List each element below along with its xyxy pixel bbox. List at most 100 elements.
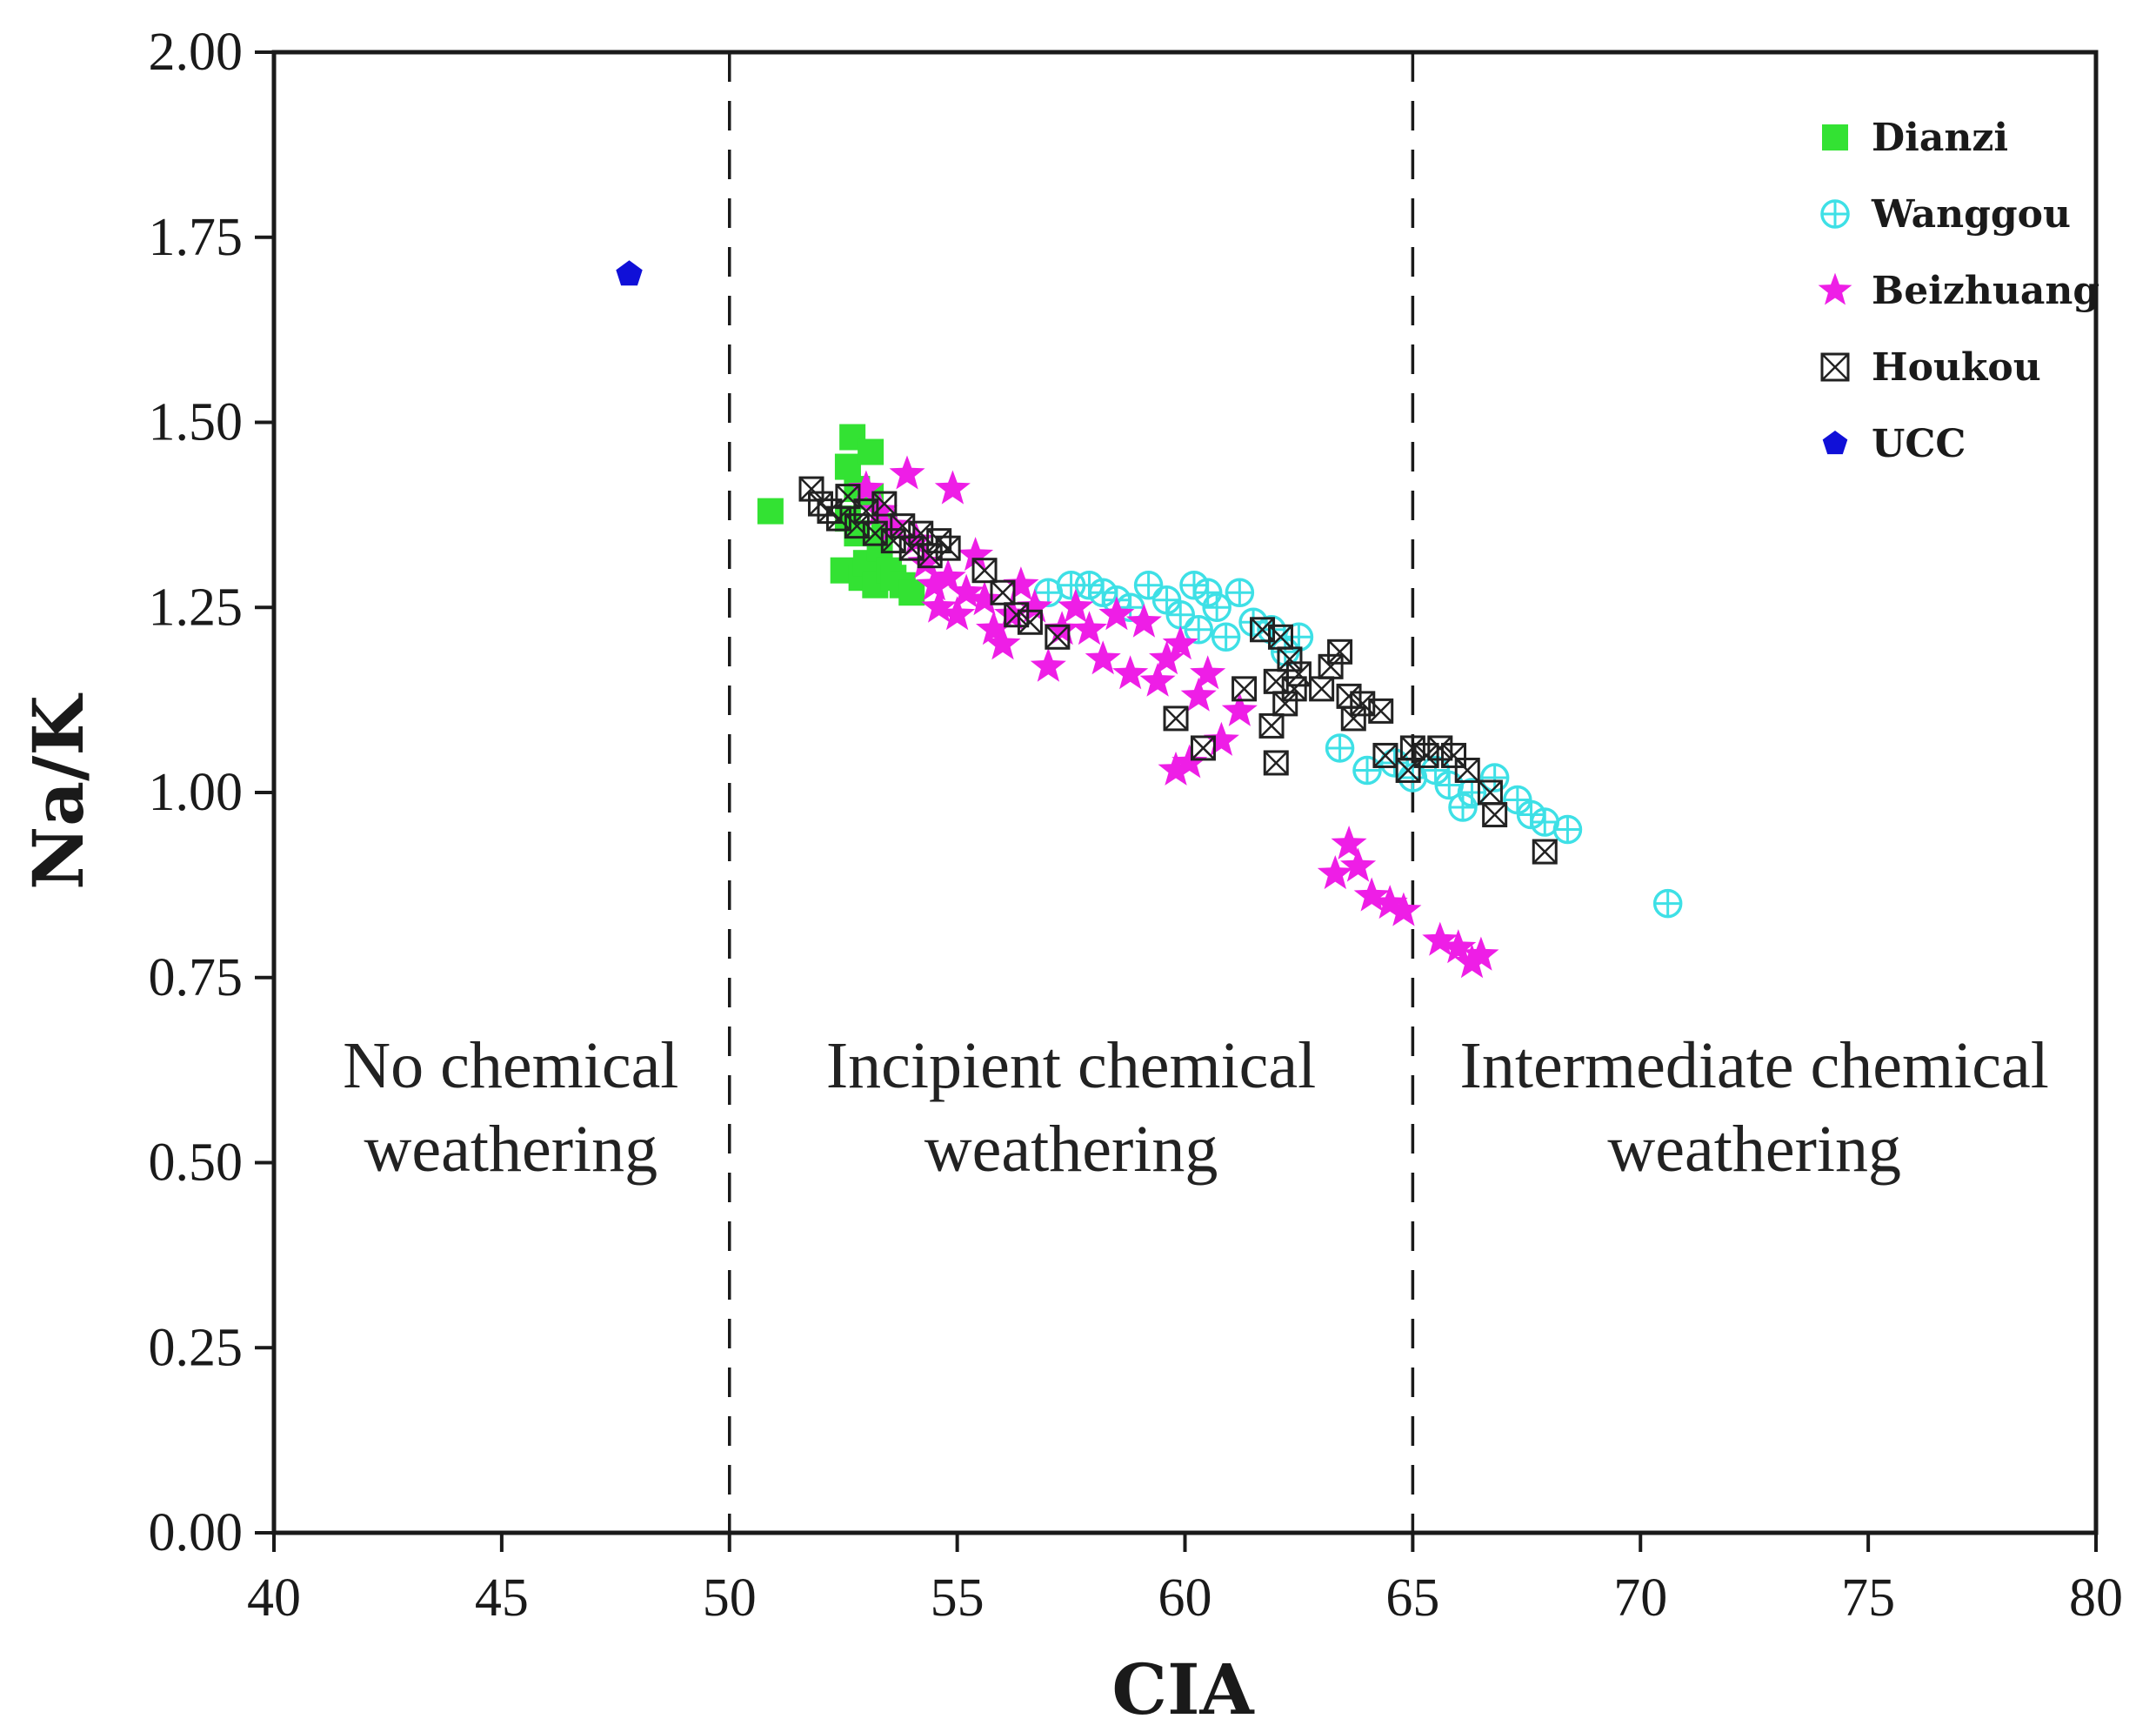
point-houkou — [1004, 602, 1030, 628]
zone-label-text: weathering — [924, 1113, 1218, 1186]
point-beizhuang — [966, 581, 1003, 616]
point-beizhuang — [1221, 692, 1258, 726]
legend-marker-ucc — [1822, 431, 1848, 455]
y-tick-label: 0.25 — [149, 1318, 244, 1377]
zone-label-text: Intermediate chemical — [1460, 1029, 2049, 1102]
point-houkou — [1454, 757, 1480, 783]
point-beizhuang — [1098, 596, 1135, 631]
point-beizhuang — [1071, 611, 1108, 645]
point-wanggou — [1652, 888, 1683, 919]
point-beizhuang — [1331, 826, 1367, 859]
point-beizhuang — [1385, 892, 1422, 926]
point-dianzi — [898, 579, 925, 606]
y-axis-title: Na/K — [17, 693, 99, 890]
point-ucc — [616, 260, 643, 286]
point-beizhuang — [1463, 936, 1499, 971]
point-houkou — [1309, 676, 1335, 702]
point-beizhuang — [1372, 885, 1408, 919]
point-houkou — [1277, 646, 1303, 672]
point-beizhuang — [1085, 640, 1121, 675]
legend-entry-beizhuang: Beizhuang — [1818, 269, 2099, 313]
legend-entry-ucc: UCC — [1822, 422, 1966, 466]
legend-entry-houkou: Houkou — [1820, 345, 2041, 390]
point-beizhuang — [1058, 588, 1094, 623]
point-wanggou — [1202, 592, 1232, 622]
point-houkou — [1258, 712, 1285, 739]
point-beizhuang — [875, 507, 911, 542]
legend-label-dianzi: Dianzi — [1872, 116, 2008, 160]
y-tick-label: 1.50 — [149, 393, 244, 452]
point-houkou — [935, 535, 961, 561]
point-beizhuang — [1017, 588, 1053, 623]
legend-label-beizhuang: Beizhuang — [1872, 269, 2099, 313]
data-points — [616, 260, 1683, 979]
point-dianzi — [858, 438, 884, 465]
x-tick-label: 45 — [475, 1568, 529, 1628]
point-beizhuang — [1112, 655, 1149, 690]
point-houkou — [1017, 609, 1043, 635]
point-houkou — [1413, 742, 1439, 768]
point-houkou — [1190, 735, 1216, 761]
point-beizhuang — [1139, 662, 1176, 697]
point-beizhuang — [848, 470, 884, 505]
x-tick-label: 75 — [1841, 1568, 1895, 1628]
point-beizhuang — [1203, 721, 1239, 756]
point-houkou — [1427, 735, 1453, 761]
x-tick-label: 50 — [703, 1568, 757, 1628]
point-houkou — [871, 491, 898, 517]
legend-label-houkou: Houkou — [1872, 345, 2041, 390]
point-wanggou — [1552, 814, 1583, 845]
point-beizhuang — [1353, 877, 1390, 912]
point-houkou — [1327, 639, 1353, 665]
y-tick-label: 2.00 — [149, 23, 244, 82]
y-tick-label: 1.75 — [149, 208, 244, 267]
point-beizhuang — [1453, 944, 1490, 979]
point-beizhuang — [916, 566, 952, 601]
point-dianzi — [866, 535, 893, 562]
point-houkou — [1532, 839, 1558, 865]
point-beizhuang — [993, 596, 1030, 631]
point-wanggou — [1420, 755, 1451, 786]
point-beizhuang — [1440, 929, 1477, 964]
point-wanggou — [1225, 578, 1255, 607]
point-beizhuang — [1422, 921, 1458, 956]
point-houkou — [1399, 735, 1425, 761]
zone-label-text: weathering — [1607, 1113, 1901, 1186]
y-tick-label: 1.25 — [149, 578, 244, 637]
x-tick-label: 55 — [931, 1568, 985, 1628]
legend-label-ucc: UCC — [1872, 422, 1966, 466]
point-beizhuang — [1340, 847, 1377, 882]
point-beizhuang — [934, 470, 971, 505]
legend-marker-dianzi — [1822, 124, 1848, 150]
point-beizhuang — [1030, 647, 1066, 682]
point-beizhuang — [939, 596, 976, 631]
x-tick-label: 80 — [2069, 1568, 2123, 1628]
point-houkou — [1272, 691, 1298, 717]
point-houkou — [1368, 698, 1394, 724]
y-tick-label: 1.00 — [149, 763, 244, 822]
point-beizhuang — [921, 588, 958, 623]
point-beizhuang — [1125, 603, 1162, 638]
point-houkou — [1318, 653, 1344, 679]
point-wanggou — [1165, 600, 1196, 630]
legend-label-wanggou: Wanggou — [1871, 192, 2071, 237]
point-beizhuang — [976, 611, 1012, 645]
point-wanggou — [1238, 607, 1268, 638]
point-beizhuang — [889, 455, 925, 490]
axes: 40 45 50 55 60 65 70 75 80 0.00 0.25 0.50 0.75 1.00 1.… — [149, 23, 2124, 1628]
point-wanggou — [1184, 615, 1213, 645]
point-dianzi — [757, 498, 784, 525]
point-dianzi — [834, 453, 861, 480]
y-tick-label: 0.50 — [149, 1133, 244, 1193]
point-wanggou — [1151, 585, 1182, 615]
zone-labels: No chemical weathering Incipient chemical w… — [343, 1029, 2049, 1186]
y-tick-label: 0.00 — [149, 1503, 244, 1562]
point-beizhuang — [1149, 640, 1185, 675]
point-wanggou — [1434, 770, 1465, 800]
point-beizhuang — [985, 625, 1021, 660]
point-houkou — [1045, 624, 1071, 650]
point-wanggou — [1448, 792, 1478, 822]
point-beizhuang — [1180, 677, 1217, 712]
point-wanggou — [1457, 778, 1487, 807]
